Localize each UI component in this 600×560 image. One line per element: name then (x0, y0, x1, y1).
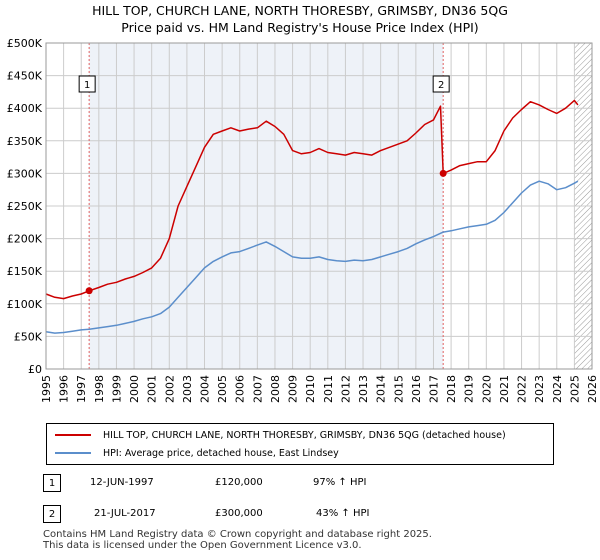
x-tick-label: 2016 (410, 375, 423, 403)
legend-item-property: HILL TOP, CHURCH LANE, NORTH THORESBY, G… (55, 427, 506, 443)
x-tick-label: 2002 (163, 375, 176, 403)
x-tick-label: 2003 (181, 375, 194, 403)
x-tick-label: 2001 (146, 375, 159, 403)
x-tick-label: 2004 (199, 375, 212, 403)
x-tick-label: 2005 (216, 375, 229, 403)
sale-label-box (432, 75, 450, 93)
price-chart: £0 £50K £100K £150K £200K £250K £300K £350K £400… (7, 37, 599, 403)
x-tick-label: 2012 (339, 375, 352, 403)
x-tick-label: 2010 (304, 375, 317, 403)
y-tick-label: £250K (7, 200, 43, 213)
transaction-date: 12-JUN-1997 (90, 477, 154, 488)
y-tick-label: £300K (7, 167, 43, 180)
x-tick-label: 2021 (498, 375, 511, 403)
x-tick-label: 2018 (445, 375, 458, 403)
transaction-marker: 2 (43, 505, 61, 523)
x-tick-label: 2022 (516, 375, 529, 403)
legend-label-property: HILL TOP, CHURCH LANE, NORTH THORESBY, G… (103, 429, 506, 441)
sale-label-box (78, 75, 96, 93)
x-tick-label: 2007 (251, 375, 264, 403)
y-tick-label: £0 (28, 363, 42, 376)
plot-border (45, 42, 593, 370)
x-tick-label: 2023 (533, 375, 546, 403)
legend-swatch-property (55, 434, 91, 436)
x-tick-label: 2008 (269, 375, 282, 403)
x-tick-label: 2006 (234, 375, 247, 403)
x-tick-label: 2000 (128, 375, 141, 403)
transaction-marker: 1 (43, 474, 61, 492)
x-tick-label: 2024 (551, 375, 564, 403)
x-tick-label: 2020 (480, 375, 493, 403)
transaction-price: £120,000 (215, 477, 263, 488)
x-tick-label: 1998 (93, 375, 106, 403)
y-tick-label: £150K (7, 265, 43, 278)
footer-notice: Contains HM Land Registry data © Crown c… (43, 529, 432, 551)
y-tick-label: £350K (7, 135, 43, 148)
sale-point (85, 287, 93, 295)
chart-subtitle: Price paid vs. HM Land Registry's House … (121, 20, 479, 35)
y-tick-label: £500K (7, 37, 43, 50)
y-tick-label: £200K (7, 233, 43, 246)
sale-label: 1 (84, 80, 90, 91)
x-tick-label: 2026 (586, 375, 599, 403)
footer-line: Contains HM Land Registry data © Crown c… (43, 529, 432, 540)
x-tick-label: 2017 (427, 375, 440, 403)
series-line-hpi (45, 180, 579, 334)
x-tick-label: 2011 (322, 375, 335, 403)
x-tick-label: 1995 (40, 375, 53, 403)
x-tick-label: 1999 (110, 375, 123, 403)
series-line-property (45, 99, 579, 300)
y-tick-label: £400K (7, 102, 43, 115)
x-tick-label: 2014 (375, 375, 388, 403)
x-tick-label: 1997 (75, 375, 88, 403)
sale-point (439, 169, 447, 177)
x-tick-label: 2019 (463, 375, 476, 403)
x-tick-label: 1996 (58, 375, 71, 403)
chart-title: HILL TOP, CHURCH LANE, NORTH THORESBY, G… (92, 3, 508, 18)
transaction-price: £300,000 (215, 508, 263, 519)
x-tick-label: 2025 (568, 375, 581, 403)
x-tick-label: 2013 (357, 375, 370, 403)
legend-swatch-hpi (55, 452, 91, 454)
chart-legend: HILL TOP, CHURCH LANE, NORTH THORESBY, G… (46, 423, 554, 465)
y-tick-label: £100K (7, 298, 43, 311)
transaction-hpi: 43% ↑ HPI (316, 508, 370, 519)
transaction-hpi: 97% ↑ HPI (313, 477, 367, 488)
x-tick-label: 2009 (287, 375, 300, 403)
footer-line: This data is licensed under the Open Gov… (43, 540, 362, 551)
legend-label-hpi: HPI: Average price, detached house, East… (103, 447, 339, 459)
x-tick-label: 2015 (392, 375, 405, 403)
sale-label: 2 (438, 80, 444, 91)
y-tick-label: £50K (14, 330, 43, 343)
y-tick-label: £450K (7, 70, 43, 83)
legend-item-hpi: HPI: Average price, detached house, East… (55, 445, 339, 461)
transaction-date: 21-JUL-2017 (94, 508, 156, 519)
